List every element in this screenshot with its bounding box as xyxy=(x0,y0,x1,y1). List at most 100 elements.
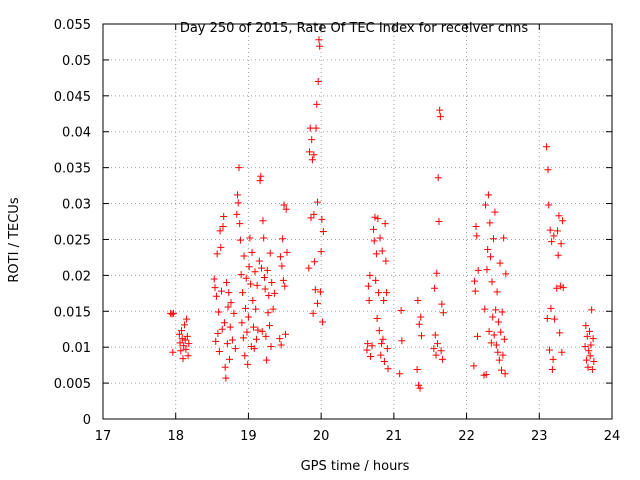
data-point xyxy=(544,166,552,174)
data-point xyxy=(316,288,324,296)
data-point xyxy=(431,284,439,292)
data-point xyxy=(502,270,510,278)
data-point xyxy=(416,384,424,392)
data-point xyxy=(169,348,177,356)
data-point xyxy=(233,210,241,218)
data-point xyxy=(251,268,259,276)
data-point xyxy=(487,339,495,347)
data-point xyxy=(486,219,494,227)
data-point xyxy=(176,339,184,347)
data-point xyxy=(311,258,319,266)
data-point xyxy=(317,248,325,256)
data-point xyxy=(377,351,385,359)
data-point xyxy=(258,327,266,335)
data-point xyxy=(310,210,318,218)
data-point xyxy=(373,314,381,322)
data-point xyxy=(381,220,389,228)
data-point xyxy=(236,236,244,244)
data-point xyxy=(487,253,495,261)
data-point xyxy=(583,332,591,340)
data-point xyxy=(495,318,503,326)
data-point xyxy=(557,240,565,248)
data-point xyxy=(375,289,383,297)
data-point xyxy=(242,274,250,282)
data-point xyxy=(259,217,267,225)
data-point xyxy=(250,345,258,353)
data-point xyxy=(365,297,373,304)
data-point xyxy=(383,289,391,297)
data-point xyxy=(366,271,374,279)
data-point xyxy=(550,232,558,240)
data-point xyxy=(254,326,262,334)
data-point xyxy=(588,365,596,373)
data-point xyxy=(266,249,274,257)
data-point xyxy=(367,353,375,361)
y-tick-label: 0.055 xyxy=(54,18,91,33)
data-point xyxy=(281,282,289,290)
data-point xyxy=(265,291,273,299)
data-point xyxy=(309,309,317,317)
data-point xyxy=(491,208,499,216)
data-point xyxy=(372,250,380,258)
data-point xyxy=(279,235,287,243)
data-point xyxy=(253,281,261,289)
data-point xyxy=(180,321,188,329)
data-point xyxy=(311,286,319,294)
data-point xyxy=(307,214,315,222)
data-point xyxy=(377,340,385,348)
data-point xyxy=(474,266,482,274)
data-point xyxy=(314,198,322,206)
data-point xyxy=(375,327,383,335)
data-point xyxy=(434,174,442,182)
data-point xyxy=(223,279,231,287)
x-tick-label: 22 xyxy=(458,429,475,444)
data-point xyxy=(363,346,371,354)
data-point xyxy=(492,341,500,349)
data-point xyxy=(256,177,264,185)
data-point xyxy=(472,223,480,231)
data-point xyxy=(371,213,379,221)
data-point xyxy=(484,191,492,199)
plot-frame xyxy=(102,23,613,420)
data-point xyxy=(417,332,425,340)
data-point xyxy=(488,278,496,286)
data-point xyxy=(179,355,187,363)
data-point xyxy=(283,248,291,256)
data-point xyxy=(586,352,594,360)
data-point xyxy=(240,252,248,260)
data-point xyxy=(372,276,380,284)
data-point xyxy=(210,275,218,283)
data-point xyxy=(473,232,481,240)
data-point xyxy=(183,332,191,340)
data-point xyxy=(276,335,284,343)
data-point xyxy=(246,234,254,242)
data-point xyxy=(433,269,441,277)
y-tick-label: 0 xyxy=(83,413,91,428)
data-point xyxy=(234,199,242,207)
data-point xyxy=(590,358,598,366)
data-point xyxy=(543,314,551,322)
data-point xyxy=(215,347,223,355)
data-point xyxy=(549,355,557,363)
data-point xyxy=(482,370,490,378)
y-tick-label: 0.005 xyxy=(54,377,91,392)
data-point xyxy=(168,310,176,318)
data-point xyxy=(264,309,272,317)
data-point xyxy=(499,351,507,359)
y-tick-label: 0.01 xyxy=(62,341,91,356)
data-point xyxy=(495,356,503,364)
data-point xyxy=(310,151,318,159)
data-point xyxy=(267,342,275,350)
data-point xyxy=(222,374,230,382)
data-point xyxy=(278,262,286,270)
data-point xyxy=(496,259,504,267)
data-point xyxy=(255,257,263,265)
data-point xyxy=(262,332,270,340)
data-point xyxy=(396,370,404,378)
data-point xyxy=(212,337,220,345)
data-point xyxy=(242,304,250,312)
data-point xyxy=(500,335,508,343)
data-point xyxy=(239,289,247,297)
data-point xyxy=(180,342,188,350)
